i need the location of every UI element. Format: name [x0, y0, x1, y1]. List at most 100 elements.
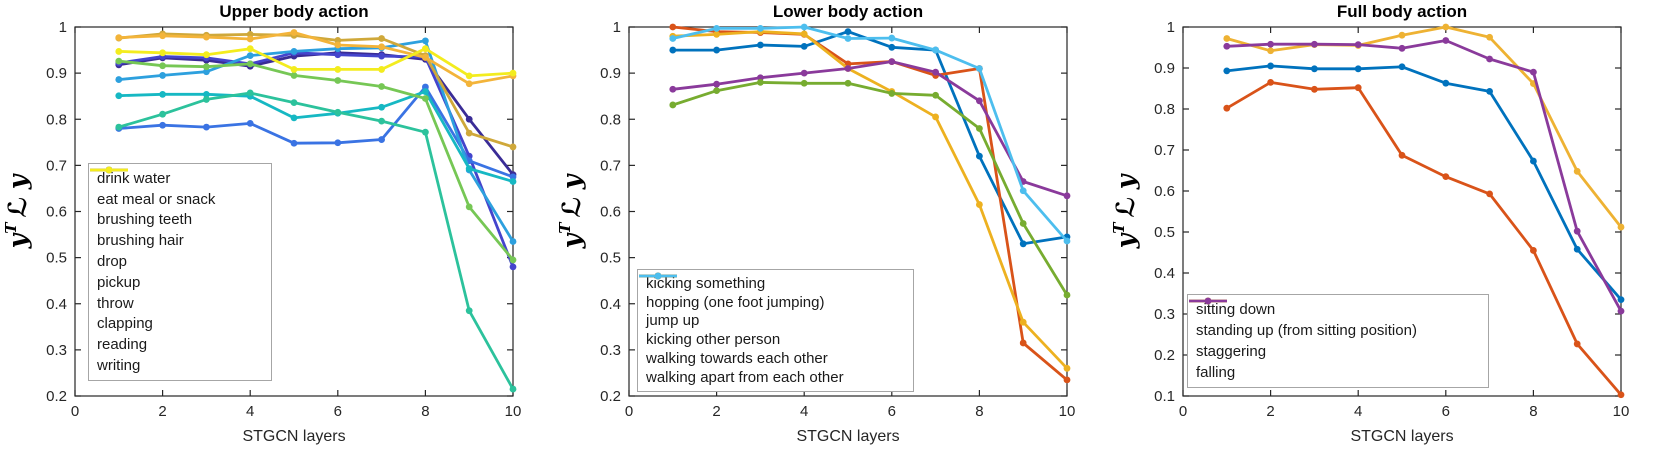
y-tick-label: 0.2: [600, 388, 621, 405]
legend-line-swatch: [1189, 297, 1227, 305]
legend-entry-pickup: pickup: [90, 166, 265, 293]
x-tick-label: 0: [1179, 403, 1187, 420]
series-line-writing: [117, 47, 515, 78]
y-axis-label: yTℒy: [1110, 173, 1140, 249]
series-markers-walking-apart-from-each-other: [669, 23, 1071, 245]
legend-label: writing: [97, 357, 141, 375]
chart-panel-upper-body-action: 0 2 4 6 8 10 0.2 0.3 0.4 0.5 0.6 0.7 0.8 0.9 1 Upper bo…: [0, 0, 553, 454]
legend-full-body-action: sitting down standing up (from sitting po…: [1187, 294, 1489, 388]
legend-entry-walking-towards-each-other: walking towards each other: [639, 272, 907, 368]
y-tick-label: 0.5: [46, 250, 67, 267]
y-tick-label: 0.9: [1154, 60, 1175, 77]
legend-entry-brushing-hair: brushing hair: [90, 166, 265, 251]
legend-label: hopping (one foot jumping): [646, 293, 825, 311]
series-line-standing-up-from-sitting-position: [1225, 81, 1623, 397]
legend-entry-reading: reading: [90, 166, 265, 355]
series-line-drink-water: [117, 51, 515, 177]
legend-label: pickup: [97, 273, 141, 291]
axes-box: [1182, 26, 1622, 397]
x-tick-label: 6: [334, 403, 342, 420]
x-tick-label: 4: [246, 403, 254, 420]
y-tick-label: 0.4: [600, 296, 621, 313]
legend-label: staggering: [1196, 343, 1267, 360]
series-line-sitting-down: [1225, 64, 1623, 302]
legend-line-swatch: [90, 166, 128, 174]
chart-panel-full-body-action: 0 2 4 6 8 10 0.1 0.2 0.3 0.4 0.5 0.6 0.7 0.8 0.9 1 Full …: [1108, 0, 1661, 454]
x-tick-label: 2: [712, 403, 720, 420]
plot-upper-body-action: 0 2 4 6 8 10 0.2 0.3 0.4 0.5 0.6 0.7 0.8 0.9 1 Upper bo…: [2, 2, 522, 445]
y-tick-label: 0.3: [1154, 306, 1175, 323]
series-line-falling: [1225, 39, 1623, 313]
legend-upper-body-action: drink water eat meal or snack brushing tee…: [88, 163, 272, 381]
legend-label: kicking other person: [646, 331, 781, 349]
y-tick-label: 0.7: [46, 157, 67, 174]
x-tick-label: 10: [1059, 403, 1076, 420]
chart-title: Full body action: [1337, 2, 1467, 21]
y-tick-label: 0.2: [46, 388, 67, 405]
series-line-throw: [117, 59, 515, 262]
y-tick-label: 0.5: [1154, 224, 1175, 241]
y-tick-label: 1: [613, 19, 621, 36]
y-tick-label: 0.8: [1154, 101, 1175, 118]
legend-entry-hopping-one-foot-jumping: hopping (one foot jumping): [639, 272, 907, 312]
plot-full-body-action: 0 2 4 6 8 10 0.1 0.2 0.3 0.4 0.5 0.6 0.7 0.8 0.9 1 Full …: [1110, 2, 1629, 445]
legend-label: brushing teeth: [97, 211, 193, 229]
legend-label: eat meal or snack: [97, 190, 216, 208]
chart-title: Upper body action: [219, 2, 368, 21]
legend-entry-kicking-other-person: kicking other person: [639, 272, 907, 349]
series-markers-walking-towards-each-other: [669, 78, 1071, 299]
legend-line-swatch: [639, 272, 677, 280]
legend-label: reading: [97, 336, 148, 354]
y-tick-label: 0.4: [1154, 265, 1175, 282]
legend-lower-body-action: kicking something hopping (one foot jumpi…: [637, 269, 914, 392]
series-line-kicking-other-person: [671, 60, 1069, 198]
x-tick-label: 4: [800, 403, 808, 420]
y-tick-label: 0.9: [600, 65, 621, 82]
series-line-drop: [117, 90, 515, 183]
y-tick-label: 0.8: [600, 111, 621, 128]
legend-label: drink water: [97, 169, 171, 187]
series-line-walking-towards-each-other: [671, 81, 1069, 297]
series-markers-reading: [115, 29, 517, 88]
x-axis-label: STGCN layers: [242, 428, 345, 445]
legend-label: jump up: [646, 312, 700, 330]
legend-label: throw: [97, 294, 134, 312]
legend-label: clapping: [97, 315, 153, 333]
series-markers-sitting-down: [1223, 62, 1625, 304]
legend-label: brushing hair: [97, 232, 184, 250]
series-line-brushing-teeth: [117, 85, 515, 179]
legend-entry-drop: drop: [90, 166, 265, 272]
series-markers-falling: [1223, 37, 1625, 315]
legend-entry-walking-apart-from-each-other: walking apart from each other: [639, 272, 907, 387]
legend-entry-falling: falling: [1189, 297, 1482, 383]
legend-entry-standing-up-from-sitting-position: standing up (from sitting position): [1189, 297, 1482, 341]
legend-entry-staggering: staggering: [1189, 297, 1482, 362]
series-markers-standing-up-from-sitting-position: [1223, 78, 1625, 399]
y-tick-label: 0.8: [46, 111, 67, 128]
x-tick-label: 8: [421, 403, 429, 420]
series-line-walking-apart-from-each-other: [671, 25, 1069, 243]
y-tick-label: 0.6: [1154, 183, 1175, 200]
y-tick-label: 0.7: [1154, 142, 1175, 159]
x-tick-label: 6: [888, 403, 896, 420]
chart-panel-lower-body-action: 0 2 4 6 8 10 0.2 0.3 0.4 0.5 0.6 0.7 0.8 0.9 1 Lower bo…: [554, 0, 1107, 454]
legend-label: walking apart from each other: [646, 368, 844, 386]
y-tick-label: 0.7: [600, 157, 621, 174]
legend-label: sitting down: [1196, 301, 1276, 318]
y-tick-label: 0.6: [600, 204, 621, 221]
chart-title: Lower body action: [773, 2, 923, 21]
x-tick-label: 4: [1354, 403, 1362, 420]
plot-lower-body-action: 0 2 4 6 8 10 0.2 0.3 0.4 0.5 0.6 0.7 0.8 0.9 1 Lower bo…: [556, 2, 1076, 445]
x-tick-label: 8: [1529, 403, 1537, 420]
y-tick-label: 0.1: [1154, 388, 1175, 405]
x-tick-label: 10: [505, 403, 522, 420]
y-tick-label: 0.2: [1154, 347, 1175, 364]
series-markers-throw: [115, 57, 517, 264]
legend-entry-eat-meal-or-snack: eat meal or snack: [90, 166, 265, 210]
series-markers-writing: [115, 45, 517, 80]
x-tick-label: 2: [1266, 403, 1274, 420]
legend-entry-brushing-teeth: brushing teeth: [90, 166, 265, 231]
x-tick-label: 0: [625, 403, 633, 420]
y-tick-label: 0.4: [46, 296, 67, 313]
